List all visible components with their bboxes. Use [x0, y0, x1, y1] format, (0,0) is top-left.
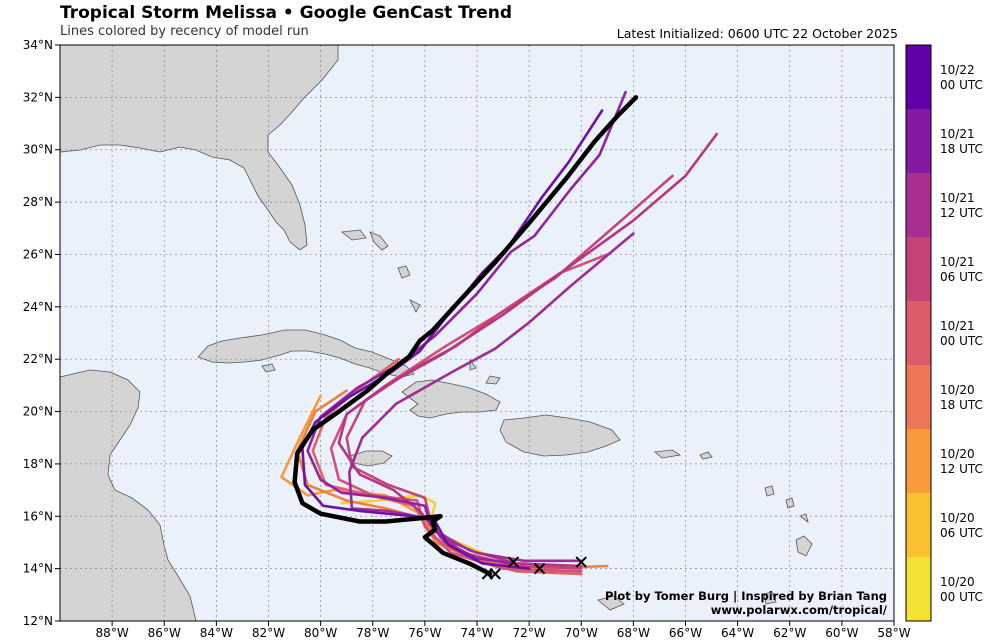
- colorbar-time-label: 12 UTC: [940, 206, 983, 220]
- colorbar-segment: [906, 173, 931, 237]
- lon-tick-label: 74°W: [460, 626, 493, 640]
- lon-tick-label: 58°W: [877, 626, 910, 640]
- colorbar-time-label: 06 UTC: [940, 526, 983, 540]
- lon-tick-label: 82°W: [252, 626, 285, 640]
- graticule: [60, 45, 894, 621]
- colorbar-segment: [906, 237, 931, 301]
- colorbar-segment: [906, 301, 931, 365]
- colorbar-frame: [905, 44, 932, 622]
- colorbar-segment: [906, 493, 931, 557]
- land-puerto-rico: [499, 414, 621, 457]
- lat-tick-label: 32°N: [23, 90, 53, 104]
- lat-tick-label: 28°N: [23, 195, 53, 209]
- lon-tick-label: 60°W: [825, 626, 858, 640]
- track-line: [348, 232, 635, 563]
- lon-tick-label: 62°W: [773, 626, 806, 640]
- lat-tick-label: 24°N: [23, 300, 53, 314]
- track-line: [295, 389, 609, 570]
- lon-tick-label: 86°W: [148, 626, 181, 640]
- colorbar-date-label: 10/21: [940, 255, 975, 269]
- land-cuba: [197, 329, 415, 378]
- lon-tick-label: 88°W: [96, 626, 129, 640]
- lon-tick-label: 64°W: [721, 626, 754, 640]
- land-central-america: [59, 369, 197, 622]
- latitude-labels: 34°N 32°N 30°N 28°N 26°N 24°N 22°N 20°N 18°N 16°N…: [23, 38, 60, 628]
- land-jamaica: [349, 450, 393, 467]
- land-hispaniola: [401, 379, 501, 419]
- colorbar-time-label: 00 UTC: [940, 334, 983, 348]
- lat-tick-label: 20°N: [23, 405, 53, 419]
- track-lines: [280, 90, 719, 577]
- colorbar-time-label: 00 UTC: [940, 590, 983, 604]
- lat-tick-label: 34°N: [23, 38, 53, 52]
- colorbar-time-label: 06 UTC: [940, 270, 983, 284]
- lon-tick-label: 66°W: [669, 626, 702, 640]
- colorbar-date-label: 10/21: [940, 319, 975, 333]
- colorbar-date-label: 10/22: [940, 63, 975, 77]
- land-isla-juventud: [261, 363, 276, 373]
- colorbar-segment: [906, 109, 931, 173]
- credit-line-1: Plot by Tomer Burg | Inspired by Brian T…: [605, 589, 887, 603]
- lon-tick-label: 70°W: [565, 626, 598, 640]
- colorbar-date-label: 10/20: [940, 575, 975, 589]
- colorbar-date-label: 10/21: [940, 191, 975, 205]
- lon-tick-label: 78°W: [356, 626, 389, 640]
- colorbar-date-label: 10/21: [940, 127, 975, 141]
- latest-initialized-label: Latest Initialized: 0600 UTC 22 October …: [616, 26, 898, 41]
- colorbar-date-label: 10/20: [940, 447, 975, 461]
- start-marker-x: [533, 562, 546, 575]
- lon-tick-label: 76°W: [408, 626, 441, 640]
- colorbar-time-label: 12 UTC: [940, 462, 983, 476]
- longitude-labels: 88°W 86°W 84°W 82°W 80°W 78°W 76°W 74°W 72°W 70°W…: [96, 621, 911, 640]
- credit-line-2: www.polarwx.com/tropical/: [711, 603, 888, 617]
- lat-tick-label: 22°N: [23, 352, 53, 366]
- start-marker-x: [575, 556, 587, 568]
- colorbar-segment: [906, 45, 931, 109]
- colorbar-segment: [906, 429, 931, 493]
- colorbar-date-label: 10/20: [940, 383, 975, 397]
- colorbar-time-label: 00 UTC: [940, 78, 983, 92]
- lat-tick-label: 18°N: [23, 457, 53, 471]
- lat-tick-label: 12°N: [23, 614, 53, 628]
- colorbar-segment: [906, 557, 931, 621]
- latest-track-line: [292, 95, 639, 577]
- colorbar-time-label: 18 UTC: [940, 142, 983, 156]
- colorbar-time-label: 18 UTC: [940, 398, 983, 412]
- start-marker-x: [489, 568, 501, 580]
- track-line: [337, 132, 719, 568]
- lon-tick-label: 72°W: [513, 626, 546, 640]
- colorbar-date-label: 10/20: [940, 511, 975, 525]
- lon-tick-label: 84°W: [200, 626, 233, 640]
- lat-tick-label: 26°N: [23, 247, 53, 261]
- lat-tick-label: 14°N: [23, 562, 53, 576]
- colorbar-segment: [906, 365, 931, 429]
- lat-tick-label: 30°N: [23, 143, 53, 157]
- chart-subtitle: Lines colored by recency of model run: [60, 24, 309, 39]
- start-marker-x: [507, 556, 520, 568]
- lon-tick-label: 80°W: [304, 626, 337, 640]
- lat-tick-label: 16°N: [23, 509, 53, 523]
- chart-title: Tropical Storm Melissa • Google GenCast …: [60, 3, 513, 23]
- lon-tick-label: 68°W: [617, 626, 650, 640]
- initial-positions: [481, 556, 587, 580]
